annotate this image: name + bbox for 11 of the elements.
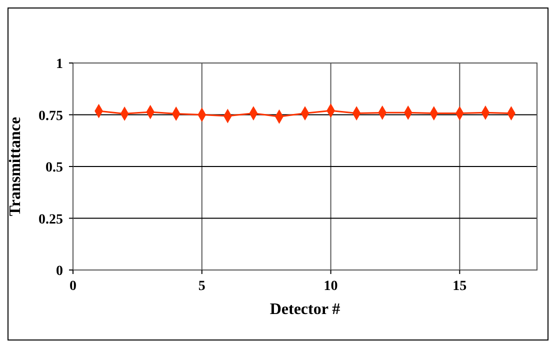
y-tick-label: 0.5	[46, 160, 63, 176]
y-tick-label: 0	[56, 264, 63, 279]
x-axis-title: Detector #	[270, 301, 340, 318]
y-tick-label: 1	[56, 57, 63, 72]
y-tick-label: 0.25	[38, 212, 63, 228]
x-tick-label: 10	[324, 279, 338, 294]
x-tick-label: 0	[70, 279, 76, 294]
x-tick-label: 5	[198, 279, 206, 294]
y-tick-label: 0.75	[38, 108, 63, 124]
x-tick-label: 15	[452, 279, 467, 294]
y-axis-title: Transmittance	[7, 116, 24, 216]
